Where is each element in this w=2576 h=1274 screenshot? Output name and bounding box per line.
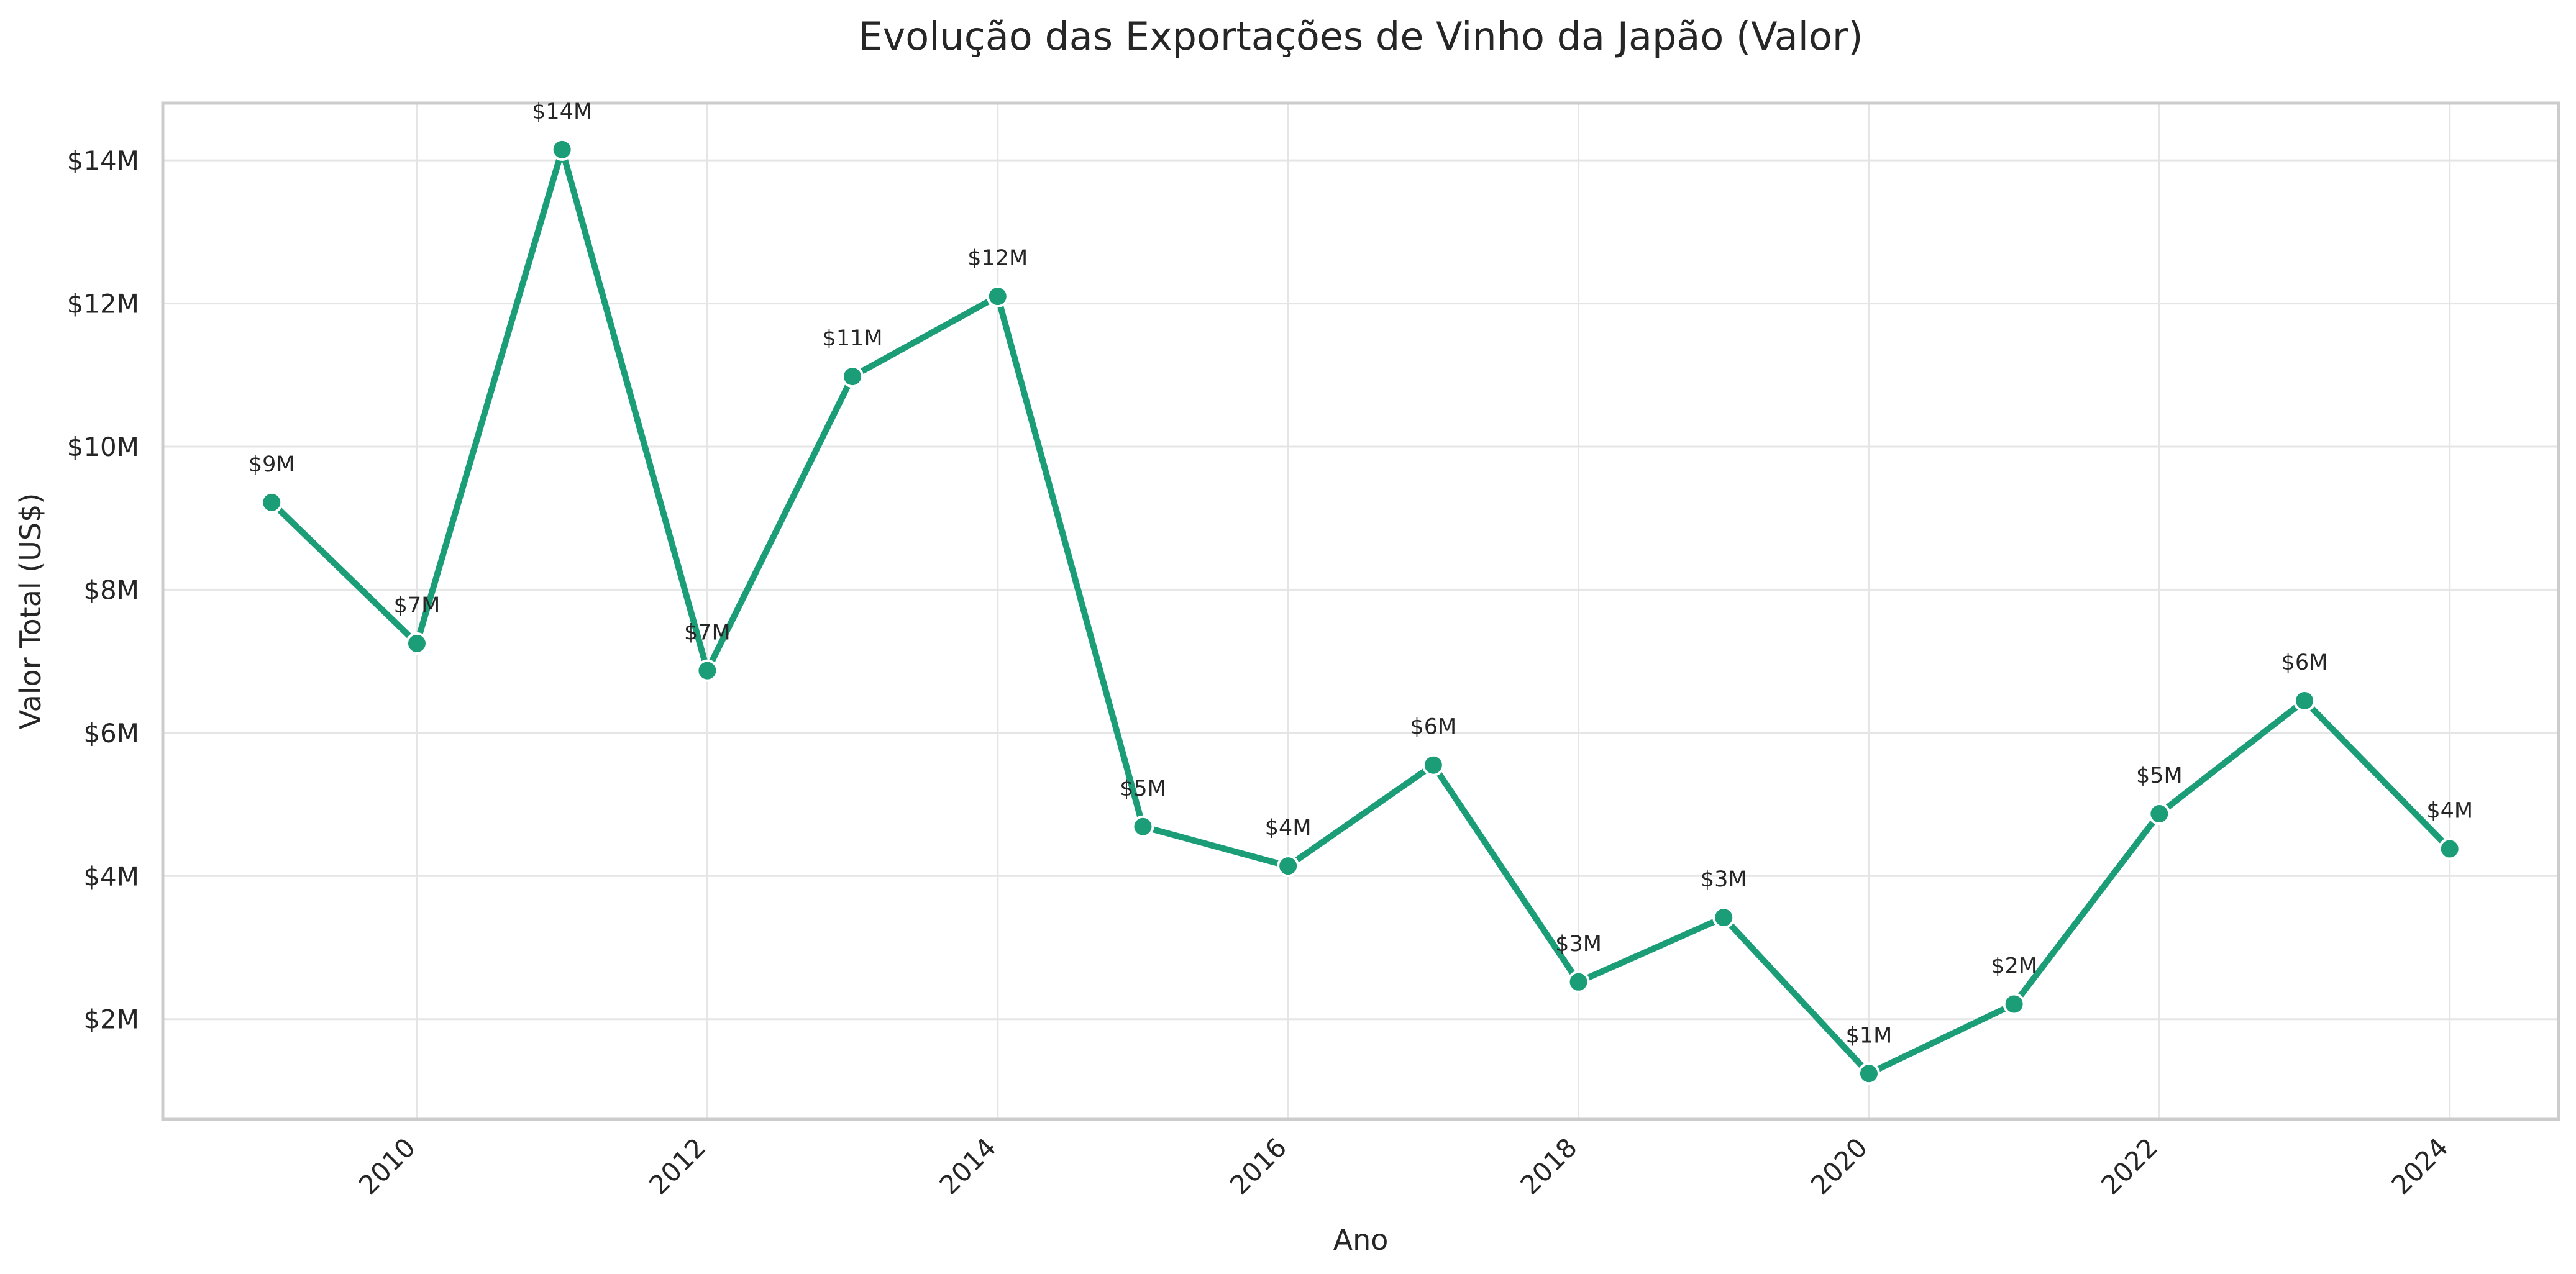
data-point <box>1131 815 1154 838</box>
y-tick-label: $12M <box>67 289 139 319</box>
data-point <box>2438 837 2461 860</box>
y-tick-label: $4M <box>83 861 139 891</box>
y-tick-label: $2M <box>83 1004 139 1035</box>
y-axis-label: Valor Total (US$) <box>14 493 47 730</box>
data-label: $7M <box>684 621 731 645</box>
y-tick-label: $10M <box>67 432 139 462</box>
chart-title: Evolução das Exportações de Vinho da Jap… <box>858 14 1863 59</box>
grid-layer <box>163 103 2559 1119</box>
data-point <box>1277 855 1300 878</box>
data-point <box>1712 906 1735 929</box>
data-point <box>550 138 573 161</box>
x-axis-label: Ano <box>1333 1223 1389 1257</box>
data-label: $11M <box>823 326 883 351</box>
data-point <box>405 632 428 655</box>
y-tick-label: $14M <box>67 145 139 176</box>
data-point <box>260 491 283 514</box>
y-tick-label: $8M <box>83 575 139 605</box>
data-label: $2M <box>1991 954 2037 979</box>
data-label: $4M <box>2426 799 2473 824</box>
data-point <box>1422 753 1445 776</box>
data-point <box>2003 993 2026 1016</box>
data-point <box>841 365 864 388</box>
y-tick-label: $6M <box>83 718 139 748</box>
data-label: $14M <box>532 99 592 124</box>
data-label: $1M <box>1846 1023 1893 1048</box>
series-layer <box>260 138 2461 1085</box>
data-label: $9M <box>249 452 295 477</box>
data-label: $6M <box>1410 715 1456 740</box>
data-label: $4M <box>1265 816 1312 840</box>
data-point <box>1567 970 1590 993</box>
series-line <box>268 146 2453 1077</box>
data-point <box>696 659 719 682</box>
data-label: $5M <box>2136 763 2183 788</box>
data-point <box>986 285 1009 308</box>
data-label: $6M <box>2281 650 2328 675</box>
data-label: $7M <box>394 593 441 618</box>
data-label: $3M <box>1555 932 1602 957</box>
data-point <box>1857 1062 1880 1085</box>
data-point <box>2293 689 2316 712</box>
data-label: $3M <box>1701 867 1747 892</box>
data-label: $5M <box>1120 776 1166 801</box>
data-point <box>2148 803 2171 826</box>
plot-frame <box>161 101 2560 1121</box>
data-label-layer: $9M $7M $14M $7M $11M $12M $5M $4M $6M $3M $3M $1M $… <box>249 99 2473 1048</box>
data-label: $12M <box>967 246 1028 271</box>
